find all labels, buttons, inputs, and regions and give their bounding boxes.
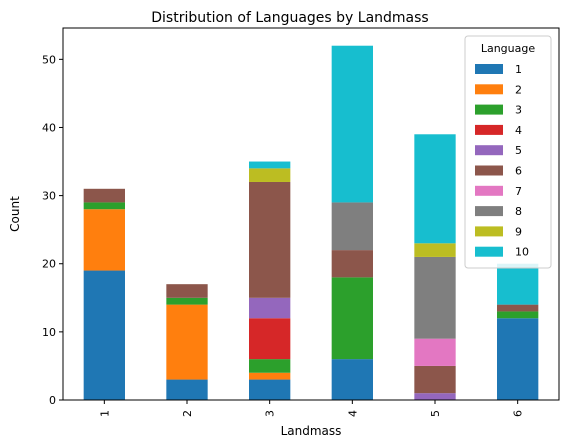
legend-swatch xyxy=(475,64,503,74)
bar-landmass-3-language-6 xyxy=(249,181,291,298)
bar-landmass-5-language-6 xyxy=(414,365,456,394)
bar-landmass-1-language-1 xyxy=(83,270,125,400)
bar-landmass-3-language-5 xyxy=(249,297,291,319)
y-axis: 0 10 20 30 40 50 xyxy=(42,53,63,407)
x-tick-label: 1 xyxy=(98,410,111,417)
bar-landmass-1-language-2 xyxy=(83,209,125,271)
legend-label: 10 xyxy=(515,246,529,259)
legend-label: 6 xyxy=(515,165,522,178)
bar-landmass-2-language-2 xyxy=(166,304,208,380)
x-tick-label: 5 xyxy=(429,410,442,417)
legend-label: 3 xyxy=(515,104,522,117)
bar-landmass-3-language-10 xyxy=(249,161,291,169)
bar-landmass-5-language-8 xyxy=(414,256,456,339)
legend: Language 1 2 3 4 5 6 7 8 9 10 xyxy=(464,35,552,269)
y-tick-label: 20 xyxy=(42,258,56,271)
legend-title: Language xyxy=(481,42,536,55)
y-tick-label: 30 xyxy=(42,190,56,203)
x-tick-label: 2 xyxy=(181,410,194,417)
legend-swatch xyxy=(475,124,503,135)
plot-frame xyxy=(62,27,560,401)
legend-label: 9 xyxy=(515,225,522,238)
legend-label: 4 xyxy=(515,124,522,137)
bar-landmass-5-language-7 xyxy=(414,338,456,366)
x-tick-label: 6 xyxy=(512,410,525,417)
legend-label: 1 xyxy=(515,63,522,76)
bar-landmass-4-language-1 xyxy=(331,359,373,400)
bar-landmass-3-language-9 xyxy=(249,168,291,182)
legend-label: 8 xyxy=(515,205,522,218)
legend-swatch xyxy=(475,84,503,95)
bar-landmass-6-language-10 xyxy=(497,263,539,305)
y-tick-label: 0 xyxy=(49,394,56,407)
bars-group xyxy=(83,45,539,400)
bar-landmass-3-language-1 xyxy=(249,379,291,400)
bar-landmass-2-language-1 xyxy=(166,379,208,400)
bar-landmass-6-language-3 xyxy=(497,311,539,319)
bar-landmass-2-language-6 xyxy=(166,284,208,298)
bar-landmass-4-language-8 xyxy=(331,202,373,251)
x-tick-label: 3 xyxy=(264,410,277,417)
x-tick-label: 4 xyxy=(346,410,359,417)
bar-landmass-6-language-6 xyxy=(497,304,539,312)
bar-landmass-5-language-10 xyxy=(414,134,456,244)
bar-landmass-2-language-3 xyxy=(166,297,208,305)
legend-label: 2 xyxy=(515,83,522,96)
legend-swatch xyxy=(475,145,503,156)
legend-label: 7 xyxy=(515,185,522,198)
chart-title: Distribution of Languages by Landmass xyxy=(151,10,428,26)
bar-landmass-3-language-2 xyxy=(249,372,291,380)
x-axis-label: Landmass xyxy=(281,424,342,438)
y-tick-label: 10 xyxy=(42,326,56,339)
bar-landmass-3-language-3 xyxy=(249,359,291,373)
x-axis: 1 2 3 4 5 6 xyxy=(98,400,525,417)
legend-swatch xyxy=(475,185,503,196)
bar-landmass-4-language-6 xyxy=(331,250,373,278)
bar-landmass-5-language-9 xyxy=(414,243,456,257)
legend-swatch xyxy=(475,104,503,115)
y-tick-label: 40 xyxy=(42,121,56,134)
bar-landmass-1-language-6 xyxy=(83,188,125,203)
legend-swatch xyxy=(475,206,503,217)
legend-label: 5 xyxy=(515,144,522,157)
legend-swatch xyxy=(475,165,503,176)
legend-swatch xyxy=(475,246,503,257)
legend-swatch xyxy=(475,226,503,237)
bar-landmass-5-language-5 xyxy=(414,393,456,400)
bar-landmass-3-language-4 xyxy=(249,318,291,360)
bar-landmass-4-language-3 xyxy=(331,277,373,360)
bar-landmass-1-language-3 xyxy=(83,202,125,210)
y-tick-label: 50 xyxy=(42,53,56,66)
bar-landmass-4-language-10 xyxy=(331,45,373,203)
bar-landmass-6-language-1 xyxy=(497,318,539,400)
y-axis-label: Count xyxy=(8,196,22,232)
